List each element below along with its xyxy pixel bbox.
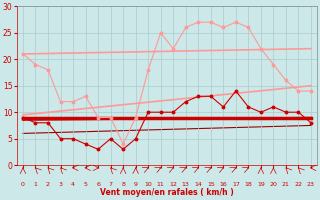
- X-axis label: Vent moyen/en rafales ( km/h ): Vent moyen/en rafales ( km/h ): [100, 188, 234, 197]
